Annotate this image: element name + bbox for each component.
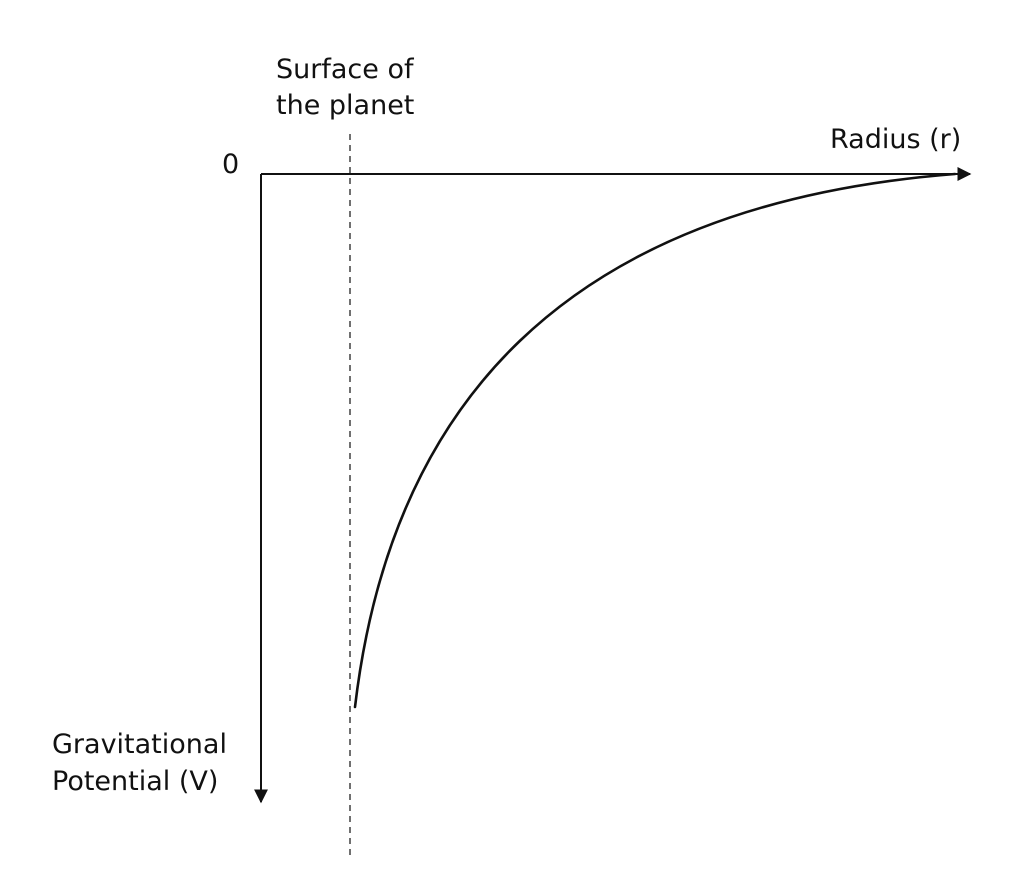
potential-curve: [353, 172, 957, 709]
x-axis-label: Radius (r): [830, 124, 961, 155]
y-axis-label-line1: Gravitational: [52, 729, 227, 760]
origin-label: 0: [222, 149, 239, 180]
y-axis-label-line2: Potential (V): [52, 766, 218, 797]
surface-label-line1: Surface of: [276, 54, 415, 85]
surface-label-line2: the planet: [276, 90, 414, 121]
